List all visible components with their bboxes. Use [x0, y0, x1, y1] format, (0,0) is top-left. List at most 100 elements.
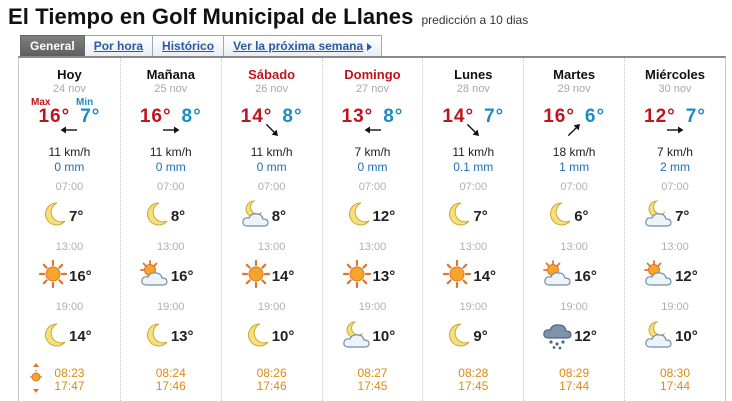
day-temps: 16° 6°: [524, 106, 624, 128]
min-temp: 6°: [584, 106, 606, 127]
slot-temp: 8°: [271, 208, 287, 225]
slot-temp: 14°: [271, 268, 295, 285]
arrow-right-icon: [367, 42, 373, 51]
day-name: Lunes: [454, 67, 493, 82]
forecast-days: Hoy 24 nov Max Min 16° 7° 11 km/h 0 mm 07:00 7° 13…: [19, 58, 725, 401]
moon-icon: [439, 199, 475, 229]
moon-icon: [35, 320, 71, 350]
slot-temp: 13°: [372, 268, 396, 285]
max-temp: 12°: [644, 106, 676, 127]
moon-icon: [137, 199, 173, 229]
sun-cloud-icon: [540, 259, 576, 289]
wind-speed: 7 km/h: [354, 145, 391, 159]
slot-temp: 7°: [473, 208, 488, 225]
wind-direction-icon: [361, 122, 385, 138]
slot-temp: 16°: [69, 268, 92, 285]
slot-hour: 13:00: [55, 241, 84, 253]
slot-temp: 7°: [69, 208, 84, 225]
min-temp: 7°: [685, 106, 706, 127]
slot-temp: 16°: [574, 268, 597, 285]
slot-hour: 13:00: [560, 241, 588, 253]
precipitation: 0 mm: [357, 160, 388, 174]
slot-hour: 13:00: [157, 241, 185, 253]
sunrise-time: 08:28: [458, 366, 489, 380]
moon-cloud-icon: [641, 320, 677, 350]
wind-speed: 18 km/h: [552, 145, 596, 159]
slot-hour: 13:00: [257, 241, 286, 253]
day-column: Miércoles 30 nov 12° 7° 7 km/h 2 mm 07:00 7° 13:…: [624, 58, 725, 401]
slot-hour: 07:00: [459, 181, 488, 193]
day-column: Mañana 25 nov 16° 8° 11 km/h 0 mm 07:00 8° 13:00…: [119, 58, 221, 401]
slot-temp: 10°: [271, 328, 295, 345]
tab-por-hora[interactable]: Por hora: [84, 35, 154, 57]
precipitation: 1 mm: [559, 160, 590, 174]
min-temp: 8°: [383, 106, 404, 127]
day-name: Martes: [553, 67, 596, 82]
sun-icon: [238, 259, 274, 289]
slot-hour: 13:00: [358, 241, 387, 253]
precipitation: 0 mm: [155, 160, 186, 174]
tab-bar: General Por hora Histórico Ver la próxim…: [20, 35, 383, 57]
slot-hour: 13:00: [459, 241, 488, 253]
sun-cloud-icon: [641, 259, 677, 289]
slot-hour: 19:00: [560, 301, 588, 313]
wind-direction-icon: [562, 122, 586, 138]
sunrise-time: 08:29: [559, 366, 590, 380]
slot-temp: 8°: [170, 208, 186, 225]
precipitation: 0 mm: [54, 160, 85, 174]
min-temp: 7°: [484, 106, 505, 127]
forecast-panel: Hoy 24 nov Max Min 16° 7° 11 km/h 0 mm 07:00 7° 13…: [18, 56, 726, 401]
slot-hour: 19:00: [358, 301, 387, 313]
sun-icon: [439, 259, 475, 289]
day-name: Miércoles: [644, 67, 705, 82]
tab-general[interactable]: General: [20, 35, 85, 57]
moon-icon: [439, 320, 475, 350]
moon-icon: [238, 320, 274, 350]
day-name: Domingo: [344, 67, 401, 82]
wind-direction-icon: [260, 122, 284, 138]
slot-temp: 12°: [574, 328, 597, 345]
slot-temp: 6°: [574, 208, 589, 225]
moon-icon: [137, 320, 173, 350]
sun-cloud-icon: [137, 259, 173, 289]
wind-direction-icon: [663, 122, 687, 138]
precipitation: 0.1 mm: [453, 160, 494, 174]
wind-speed: 11 km/h: [48, 145, 91, 159]
sunset-time: 17:44: [559, 379, 590, 393]
slot-temp: 12°: [372, 208, 396, 225]
sunrise-time: 08:27: [357, 366, 388, 380]
sunset-time: 17:44: [659, 379, 690, 393]
slot-hour: 13:00: [661, 241, 689, 253]
sunset-time: 17:45: [357, 379, 388, 393]
page-title: El Tiempo en Golf Municipal de Llanes: [8, 4, 414, 29]
max-temp: 13°: [341, 106, 374, 127]
tab-next-week[interactable]: Ver la próxima semana: [224, 35, 383, 57]
wind-direction-icon: [461, 122, 485, 138]
rain-cloud-icon: [540, 320, 576, 350]
day-temps: 12° 7°: [625, 106, 725, 128]
tab-historico[interactable]: Histórico: [153, 35, 225, 57]
max-temp: 16°: [38, 106, 71, 127]
day-date: 26 nov: [255, 83, 289, 95]
wind-direction-icon: [159, 122, 183, 138]
day-column: Hoy 24 nov Max Min 16° 7° 11 km/h 0 mm 07:00 7° 13…: [19, 58, 120, 401]
sunset-time: 17:46: [155, 379, 186, 393]
moon-icon: [339, 199, 375, 229]
sunset-time: 17:45: [458, 379, 489, 393]
max-temp: 14°: [240, 106, 273, 127]
slot-hour: 19:00: [661, 301, 689, 313]
slot-hour: 19:00: [257, 301, 286, 313]
min-temp: 7°: [80, 106, 101, 127]
slot-hour: 07:00: [560, 181, 588, 193]
precipitation: 2 mm: [659, 160, 690, 174]
min-temp: 8°: [181, 106, 202, 127]
day-date: 30 nov: [658, 83, 692, 95]
max-label: Max: [31, 97, 51, 108]
day-column: Sábado 26 nov 14° 8° 11 km/h 0 mm 07:00 8° 13:00…: [220, 58, 322, 401]
moon-icon: [35, 199, 71, 229]
day-temps: 16° 8°: [121, 106, 221, 128]
day-name: Hoy: [57, 67, 82, 82]
wind-speed: 7 km/h: [656, 145, 693, 159]
sunrise-time: 08:24: [155, 366, 186, 380]
slot-hour: 19:00: [157, 301, 185, 313]
